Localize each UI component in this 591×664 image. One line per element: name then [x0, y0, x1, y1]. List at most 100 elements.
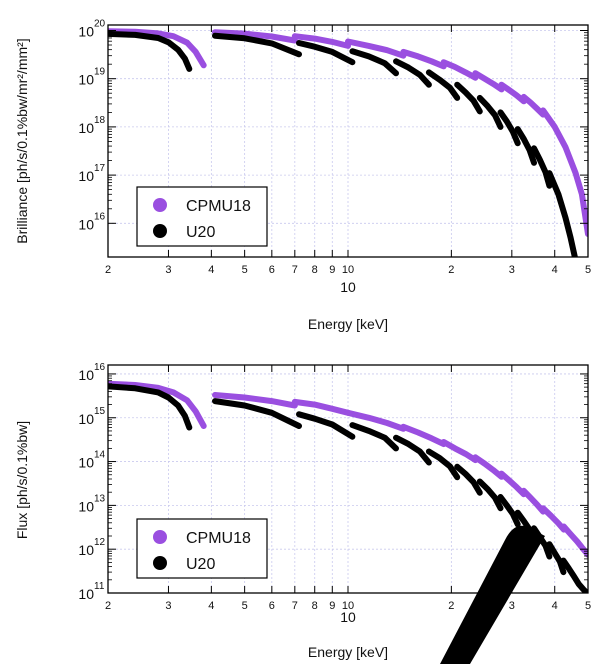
- series-u20-segment: [212, 32, 302, 58]
- series-cpmu18-segment: [440, 439, 479, 464]
- x-decade-label: 10: [340, 279, 356, 295]
- legend: CPMU18 U20: [136, 186, 268, 247]
- series-cpmu18-segment: [291, 33, 351, 49]
- series-u20-segment: [454, 81, 483, 115]
- x-tick-label: 3: [165, 600, 171, 612]
- x-tick-label: 4: [552, 600, 558, 612]
- y-tick-label: 10: [78, 367, 94, 383]
- series-u20-segment: [531, 145, 553, 189]
- y-tick-exponent: 20: [94, 18, 106, 29]
- x-tick-label: 2: [448, 264, 454, 276]
- y-tick-exponent: 16: [94, 362, 106, 373]
- x-tick-label: 9: [329, 600, 335, 612]
- series-cpmu18-segment: [440, 59, 479, 81]
- series-u20-segment: [476, 478, 504, 512]
- x-tick-label: 10: [342, 264, 354, 276]
- y-tick-exponent: 12: [94, 537, 106, 548]
- series-u20-segment: [393, 434, 432, 466]
- x-tick-label: 5: [242, 264, 248, 276]
- y-tick-label: 10: [78, 542, 94, 558]
- legend: CPMU18 U20: [136, 518, 268, 579]
- x-axis-label: Energy [keV]: [308, 316, 388, 332]
- series-cpmu18-segment: [400, 48, 447, 70]
- x-tick-label: 7: [292, 600, 298, 612]
- x-tick-label: 2: [105, 264, 111, 276]
- series-u20-segment: [454, 463, 483, 496]
- series-u20-segment: [425, 448, 461, 481]
- y-tick-exponent: 14: [94, 450, 106, 461]
- series-cpmu18-segment: [498, 470, 527, 498]
- series-u20-segment: [546, 541, 567, 576]
- x-decade-label: 10: [340, 609, 356, 625]
- y-axis-label: Flux [ph/s/0.1%bw]: [14, 421, 30, 539]
- x-axis-label: Energy [keV]: [308, 644, 388, 660]
- x-tick-label: 6: [269, 264, 275, 276]
- x-tick-label: 3: [165, 264, 171, 276]
- y-tick-exponent: 19: [94, 67, 106, 78]
- x-tick-label: 5: [242, 600, 248, 612]
- series-u20-segment: [425, 69, 461, 101]
- x-tick-label: 8: [312, 600, 318, 612]
- series-u20-segment: [393, 58, 432, 88]
- series-cpmu18-segment: [560, 523, 588, 558]
- y-tick-label: 10: [78, 23, 94, 39]
- watermark-shape: [440, 525, 545, 664]
- legend-marker-u20: [153, 224, 167, 238]
- series-cpmu18-segment: [472, 454, 505, 480]
- series-u20-segment: [514, 126, 537, 166]
- series-cpmu18-segment: [520, 93, 547, 118]
- series-cpmu18-segment: [345, 409, 407, 432]
- series-cpmu18-segment: [345, 38, 407, 59]
- x-tick-label: 5: [585, 264, 591, 276]
- y-tick-label: 10: [78, 120, 94, 136]
- y-tick-exponent: 13: [94, 493, 106, 504]
- series-u20-segment: [296, 40, 356, 66]
- legend-label-cpmu18: CPMU18: [186, 198, 251, 215]
- x-tick-label: 6: [269, 600, 275, 612]
- legend-marker-u20: [153, 556, 167, 570]
- y-tick-exponent: 16: [94, 211, 106, 222]
- y-tick-exponent: 11: [94, 581, 105, 592]
- series-cpmu18-segment: [520, 487, 547, 515]
- x-tick-label: 3: [509, 600, 515, 612]
- series-cpmu18-segment: [108, 28, 207, 69]
- y-tick-label: 10: [78, 168, 94, 184]
- series-cpmu18-segment: [540, 107, 588, 237]
- series-u20-segment: [212, 398, 302, 429]
- series-u20-segment: [296, 411, 356, 440]
- x-tick-label: 8: [312, 264, 318, 276]
- legend-label-cpmu18: CPMU18: [186, 530, 251, 547]
- series-u20-segment: [497, 494, 521, 528]
- series-u20-segment: [349, 422, 399, 452]
- series-u20-segment: [476, 94, 504, 130]
- series-u20-segment: [108, 383, 193, 431]
- y-tick-exponent: 18: [94, 115, 106, 126]
- legend-marker-cpmu18: [153, 530, 167, 544]
- x-tick-label: 4: [208, 264, 214, 276]
- series-layer: [108, 28, 588, 257]
- y-axis-label: Brilliance [ph/s/0.1%bw/mr²/mm²]: [14, 38, 30, 243]
- y-tick-label: 10: [78, 72, 94, 88]
- y-tick-label: 10: [78, 411, 94, 427]
- y-tick-exponent: 17: [94, 163, 106, 174]
- series-u20-segment: [497, 109, 521, 147]
- series-cpmu18-segment: [540, 505, 567, 533]
- series-cpmu18-segment: [291, 398, 351, 416]
- x-tick-label: 2: [448, 600, 454, 612]
- series-layer: [108, 380, 588, 593]
- series-u20-segment: [546, 170, 578, 257]
- series-cpmu18-segment: [212, 392, 298, 409]
- x-tick-label: 4: [552, 264, 558, 276]
- y-tick-label: 10: [78, 455, 94, 471]
- legend-label-u20: U20: [186, 556, 215, 573]
- x-tick-label: 3: [509, 264, 515, 276]
- x-tick-label: 9: [329, 264, 335, 276]
- y-tick-exponent: 15: [94, 406, 106, 417]
- series-cpmu18-segment: [212, 29, 298, 44]
- series-u20-segment: [560, 557, 588, 593]
